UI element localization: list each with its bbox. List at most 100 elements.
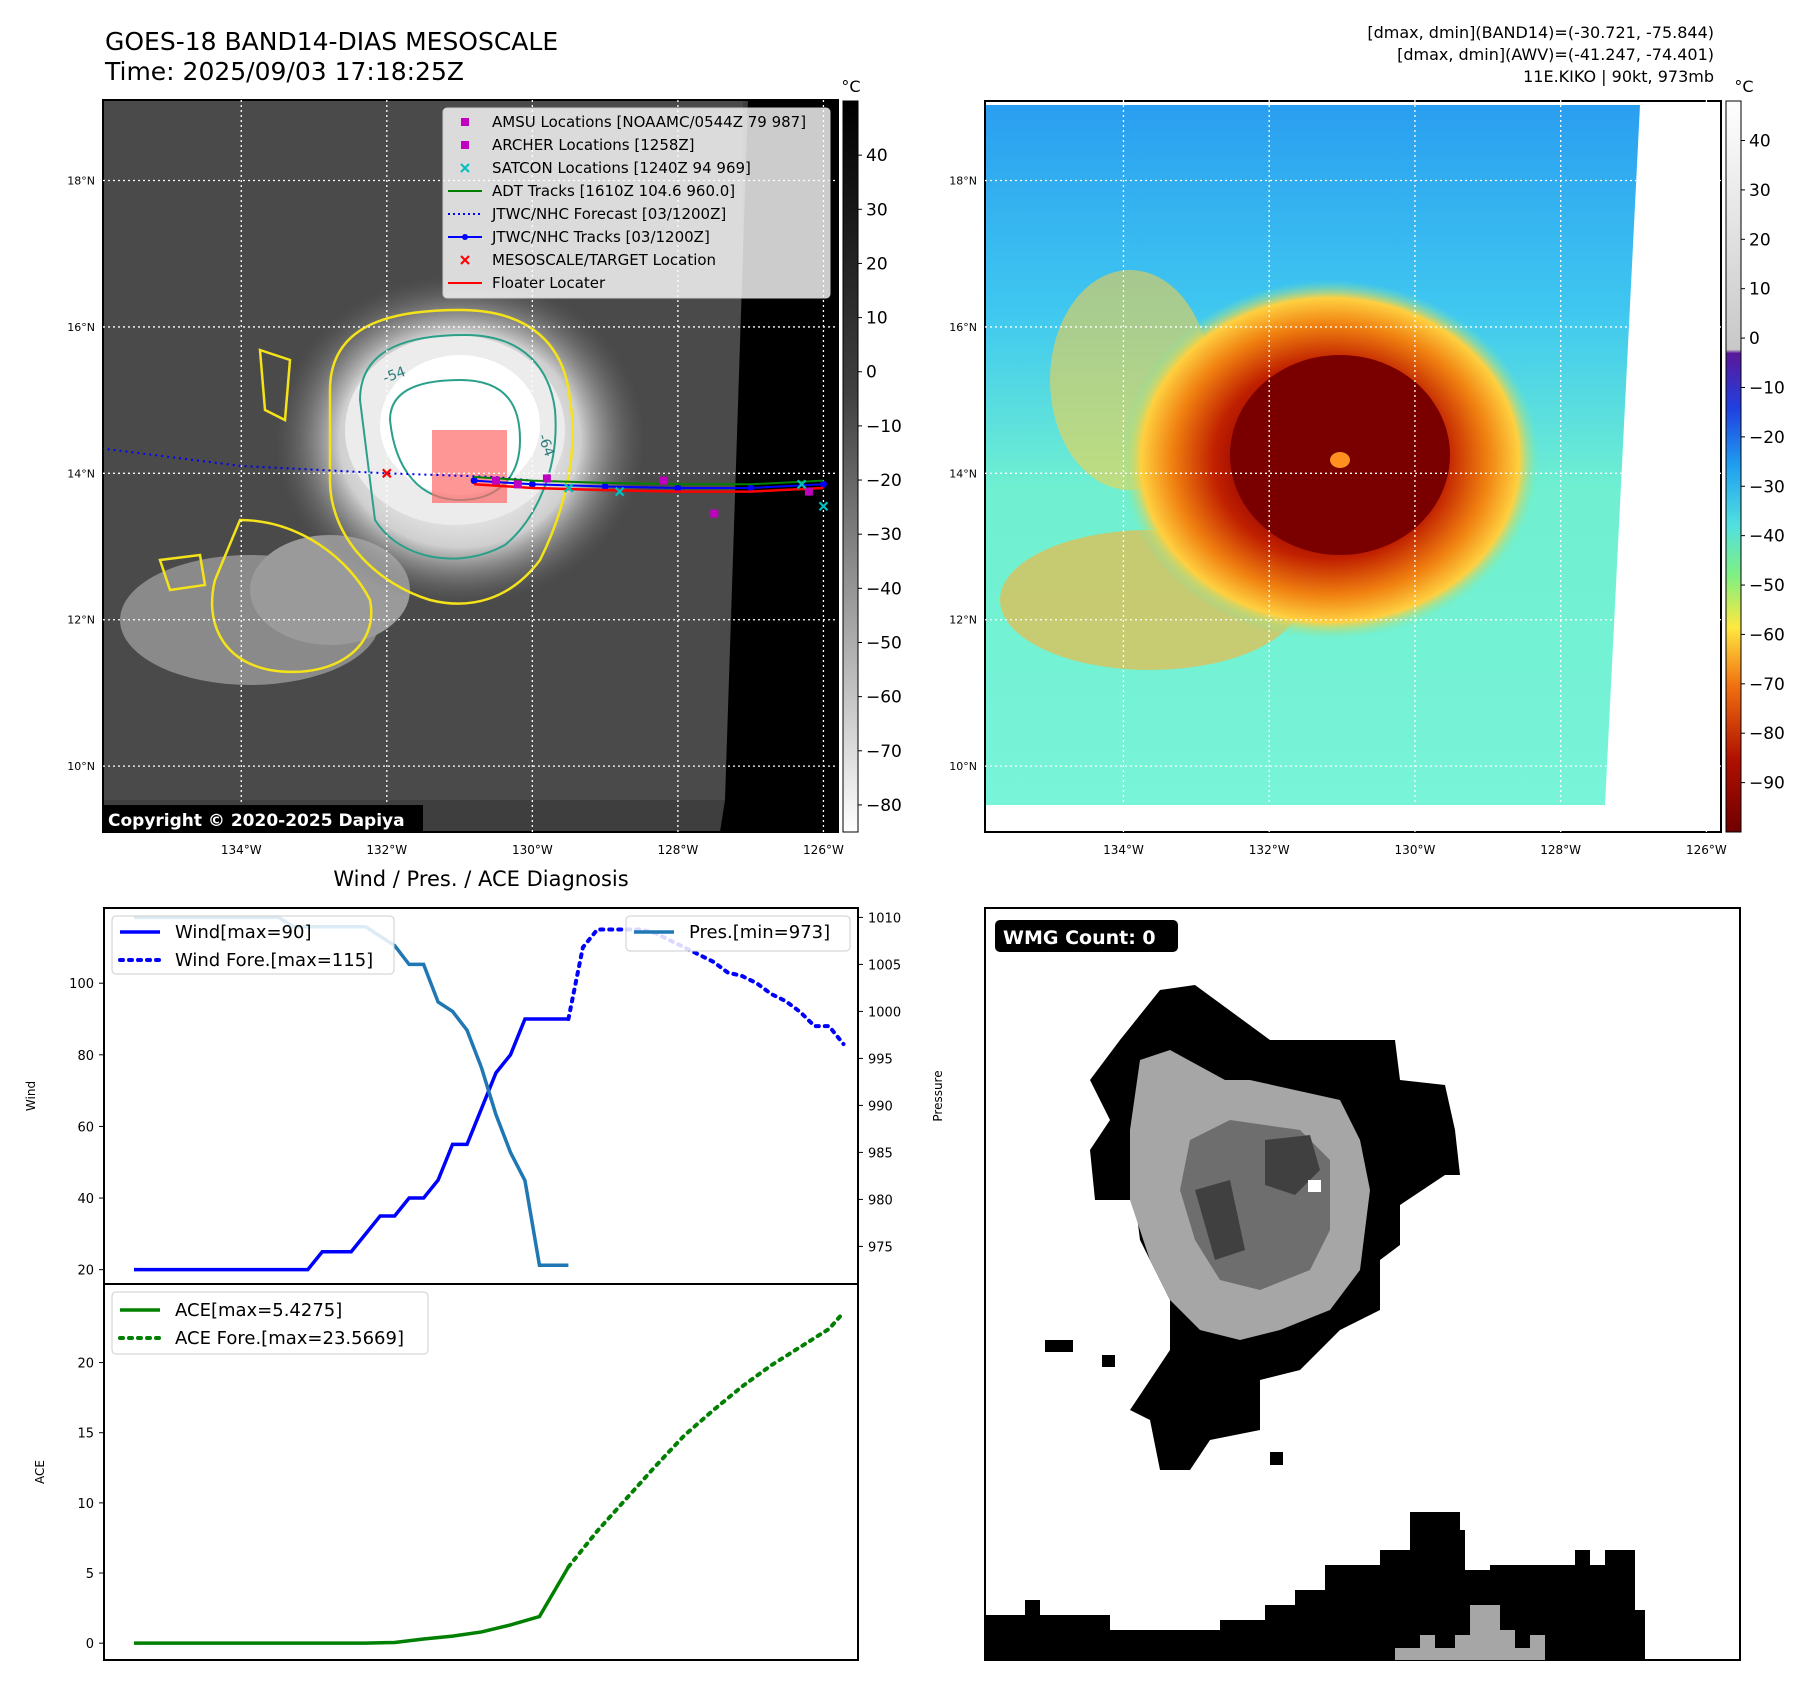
series-line [134,1017,569,1272]
legend-label: JTWC/NHC Tracks [03/1200Z] [491,228,710,246]
satcon-marker [563,483,574,493]
colorbar-tick-label: 10 [1749,280,1771,300]
y-tick-label: 0 [86,1637,94,1652]
y-tick-label: 10 [77,1497,94,1512]
y-tick-label: 80 [77,1049,94,1064]
amsu-marker [710,509,719,518]
colorbar-tick-label: −20 [1749,428,1785,448]
colorbar-tick-label: −40 [866,579,902,599]
pres-legend-box [625,915,851,952]
nhc-track-point [747,484,755,492]
lat-label: 16°N [67,321,95,334]
colorbar-tick-label: −90 [1749,774,1785,794]
colorbar-tick-label: −30 [866,525,902,545]
y-tick-label: 60 [77,1120,94,1135]
nhc-track-point [674,484,682,492]
awv-colorbar-ticks: 40 30 20 10 0 −10 −20 −30 −40 −50 −60 −70 −80 −90 [1741,132,1785,794]
lat-label: 10°N [67,760,95,773]
satcon-marker [818,501,829,512]
colorbar-tick-label: −20 [866,471,902,491]
y2-tick-label: 985 [868,1146,893,1161]
figure-title-line2: Time: 2025/09/03 17:18:25Z [104,57,464,86]
colorbar-tick-label: 0 [1749,329,1760,349]
colorbar-tick-label: −50 [1749,576,1785,596]
ir-colorbar [842,100,859,833]
satcon-marker [796,479,807,490]
awv-panel-frame [984,100,1722,833]
ir-legend: AMSU Locations [NOAAMC/0544Z 79 987] ARCH… [442,107,831,299]
y2-tick-label: 1000 [868,1005,901,1020]
legend-label: ARCHER Locations [1258Z] [492,136,695,154]
y-tick-label: 15 [77,1427,94,1442]
colorbar-tick-label: −60 [1749,625,1785,645]
amsu-marker [491,476,500,485]
info-line1: [dmax, dmin](BAND14)=(-30.721, -75.844) [1367,23,1714,42]
wind-ylabel: Wind [24,1081,38,1111]
y2-tick-label: 1005 [868,958,901,973]
series-line [134,1566,570,1645]
amsu-marker [804,487,813,496]
colorbar-tick-label: 20 [866,254,888,274]
legend-label: ADT Tracks [1610Z 104.6 960.0] [492,182,735,200]
lon-label: 130°W [1395,843,1436,857]
legend-label: Pres.[min=973] [689,922,830,943]
chart-title: Wind / Pres. / ACE Diagnosis [333,867,628,891]
colorbar-tick-label: −70 [1749,675,1785,695]
lat-label: 12°N [67,614,95,627]
wmg-image [985,985,1645,1660]
legend-marker [460,255,470,265]
legend-label: ACE[max=5.4275] [175,1300,342,1321]
legend-label: Wind[max=90] [175,922,312,943]
series-line [566,1310,846,1569]
pressure-ylabel: Pressure [931,1070,945,1121]
wmg-count-badge: WMG Count: 0 [1003,927,1156,949]
lon-label: 130°W [512,843,553,857]
y-tick-label: 40 [77,1192,94,1207]
legend-label: SATCON Locations [1240Z 94 969] [492,159,751,177]
colorbar-tick-label: 10 [866,309,888,329]
y2-tick-label: 980 [868,1193,893,1208]
lat-label: 16°N [949,321,977,334]
series-line [566,927,846,1047]
colorbar-tick-label: 40 [866,146,888,166]
info-line3: 11E.KIKO | 90kt, 973mb [1523,67,1714,86]
awv-grid [985,100,1721,832]
y-tick-label: 20 [77,1264,94,1279]
colorbar-tick-label: −80 [866,796,902,816]
legend-label: MESOSCALE/TARGET Location [492,251,716,269]
y-tick-label: 100 [69,977,94,992]
colorbar-tick-label: −60 [866,688,902,708]
info-line2: [dmax, dmin](AWV)=(-41.247, -74.401) [1397,45,1714,64]
nhc-track-point [819,480,827,488]
amsu-marker [513,480,522,489]
legend-label: Wind Fore.[max=115] [175,950,373,971]
satcon-marker [614,486,625,497]
lon-label: 134°W [1103,843,1144,857]
ir-colorbar-ticks: 40 30 20 10 0 −10 −20 −30 −40 −50 −60 −70 −80 [858,146,902,816]
lat-label: 14°N [67,467,95,480]
lat-label: 14°N [949,467,977,480]
legend-box [442,107,831,299]
awv-colorbar [1725,100,1742,833]
lon-label: 128°W [1540,843,1581,857]
lat-label: 18°N [949,175,977,188]
forecast-track [103,447,533,482]
awv-panel [985,100,1721,832]
legend-label: JTWC/NHC Forecast [03/1200Z] [491,205,726,223]
colorbar-tick-label: 0 [866,363,877,383]
colorbar-tick-label: −40 [1749,527,1785,547]
y2-tick-label: 1010 [868,911,901,926]
colorbar-tick-label: −10 [1749,378,1785,398]
nhc-track [474,479,824,489]
nhc-track-point [528,480,536,488]
colorbar-tick-label: 30 [1749,181,1771,201]
copyright-text: Copyright © 2020-2025 Dapiya [108,811,405,831]
ir-colorbar-unit: °C [841,77,860,96]
colorbar-tick-label: 30 [866,200,888,220]
legend-label: ACE Fore.[max=23.5669] [175,1328,404,1349]
nhc-track-point [470,477,478,485]
nhc-track-point [601,482,609,490]
adt-track [474,475,824,486]
ace-ylabel: ACE [33,1460,47,1484]
